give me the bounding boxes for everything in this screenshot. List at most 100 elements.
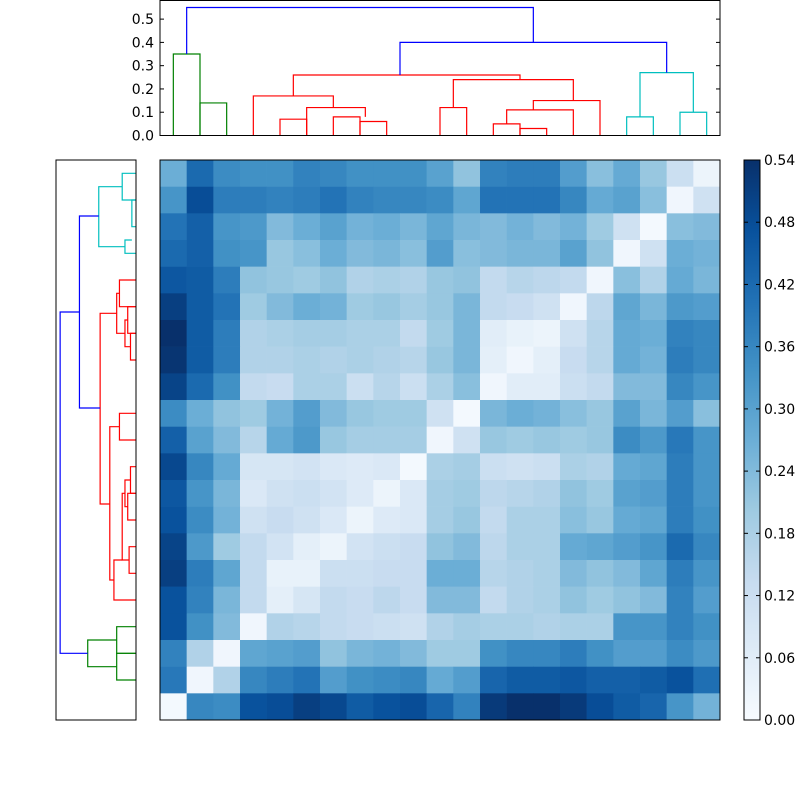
heatmap-cell bbox=[506, 506, 534, 534]
heatmap-cells bbox=[160, 160, 721, 721]
heatmap-cell bbox=[426, 560, 454, 587]
heatmap-cell bbox=[373, 186, 401, 214]
heatmap-cell bbox=[506, 560, 534, 587]
heatmap-cell bbox=[346, 533, 374, 561]
dendrogram-link bbox=[506, 109, 574, 136]
heatmap-cell bbox=[373, 693, 401, 721]
heatmap-cell bbox=[373, 373, 401, 401]
heatmap-cell bbox=[666, 560, 694, 587]
heatmap-cell bbox=[586, 453, 614, 481]
heatmap-cell bbox=[693, 400, 721, 427]
heatmap-cell bbox=[400, 160, 427, 187]
heatmap-cell bbox=[533, 400, 561, 427]
heatmap-cell bbox=[293, 160, 321, 187]
heatmap-cell bbox=[373, 506, 401, 534]
heatmap-cell bbox=[480, 426, 507, 454]
heatmap-cell bbox=[453, 426, 481, 454]
heatmap-cell bbox=[453, 293, 481, 321]
heatmap-cell bbox=[213, 266, 241, 294]
heatmap-cell bbox=[346, 186, 374, 214]
heatmap-cell bbox=[480, 266, 507, 294]
heatmap-cell bbox=[666, 186, 694, 214]
dendrogram-link bbox=[639, 72, 694, 117]
heatmap-cell bbox=[373, 533, 401, 561]
heatmap-cell bbox=[533, 426, 561, 454]
heatmap-cell bbox=[186, 613, 214, 641]
heatmap-cell bbox=[640, 346, 667, 374]
heatmap-cell bbox=[293, 666, 321, 694]
heatmap-frame bbox=[159, 159, 721, 721]
heatmap-cell bbox=[480, 613, 507, 641]
heatmap-cell bbox=[213, 560, 241, 587]
heatmap-cell bbox=[640, 240, 667, 267]
dendrogram-link bbox=[199, 102, 228, 136]
dendrogram-link bbox=[87, 639, 117, 668]
colorbar-tick-label: 0.12 bbox=[764, 589, 795, 605]
heatmap-cell bbox=[373, 213, 401, 241]
heatmap-cell bbox=[240, 213, 267, 241]
y-tick-label: 0.5 bbox=[132, 12, 154, 28]
heatmap-cell bbox=[480, 666, 507, 694]
heatmap-cell bbox=[346, 506, 374, 534]
heatmap-cell bbox=[666, 666, 694, 694]
left-dendrogram-links bbox=[59, 172, 136, 681]
heatmap-cell bbox=[480, 346, 507, 374]
heatmap-cell bbox=[666, 373, 694, 401]
heatmap-cell bbox=[533, 213, 561, 241]
heatmap-cell bbox=[640, 426, 667, 454]
dendrogram-link bbox=[129, 466, 136, 494]
dendrogram-link bbox=[59, 311, 88, 654]
heatmap-cell bbox=[186, 666, 214, 694]
heatmap-cell bbox=[266, 373, 294, 401]
y-tick-label: 0.0 bbox=[132, 129, 154, 145]
heatmap-cell bbox=[320, 693, 347, 721]
heatmap-cell bbox=[320, 160, 347, 187]
dendrogram-link bbox=[131, 199, 136, 228]
dendrogram-link bbox=[279, 118, 308, 136]
heatmap-cell bbox=[533, 240, 561, 267]
colorbar bbox=[743, 159, 761, 721]
heatmap-cell bbox=[693, 693, 721, 721]
heatmap-cell bbox=[266, 560, 294, 587]
heatmap-cell bbox=[400, 266, 427, 294]
heatmap-cell bbox=[293, 533, 321, 561]
heatmap-cell bbox=[506, 480, 534, 507]
heatmap-cell bbox=[586, 320, 614, 347]
heatmap-cell bbox=[186, 373, 214, 401]
heatmap-cell bbox=[586, 213, 614, 241]
heatmap-cell bbox=[506, 613, 534, 641]
heatmap-cell bbox=[586, 266, 614, 294]
heatmap-cell bbox=[240, 240, 267, 267]
heatmap-cell bbox=[480, 560, 507, 587]
heatmap-cell bbox=[693, 346, 721, 374]
heatmap-cell bbox=[613, 293, 641, 321]
heatmap-cell bbox=[533, 613, 561, 641]
heatmap-cell bbox=[266, 613, 294, 641]
heatmap-cell bbox=[560, 453, 587, 481]
heatmap-cell bbox=[480, 533, 507, 561]
heatmap-cell bbox=[613, 693, 641, 721]
heatmap-cell bbox=[160, 186, 187, 214]
heatmap-cell bbox=[266, 293, 294, 321]
heatmap-cell bbox=[666, 293, 694, 321]
dendrogram-link bbox=[332, 116, 361, 136]
heatmap-cell bbox=[320, 426, 347, 454]
heatmap-cell bbox=[613, 240, 641, 267]
heatmap-cell bbox=[640, 400, 667, 427]
heatmap-cell bbox=[160, 666, 187, 694]
heatmap-cell bbox=[213, 613, 241, 641]
heatmap-cell bbox=[453, 346, 481, 374]
heatmap-cell bbox=[213, 240, 241, 267]
heatmap-cell bbox=[320, 533, 347, 561]
heatmap-cell bbox=[666, 400, 694, 427]
heatmap-cell bbox=[560, 533, 587, 561]
heatmap-cell bbox=[426, 426, 454, 454]
colorbar-tick-label: 0.36 bbox=[764, 340, 795, 356]
heatmap-cell bbox=[373, 240, 401, 267]
heatmap-cell bbox=[400, 240, 427, 267]
heatmap-cell bbox=[666, 266, 694, 294]
heatmap-cell bbox=[506, 533, 534, 561]
heatmap-cell bbox=[453, 160, 481, 187]
heatmap-cell bbox=[320, 373, 347, 401]
heatmap-cell bbox=[266, 506, 294, 534]
